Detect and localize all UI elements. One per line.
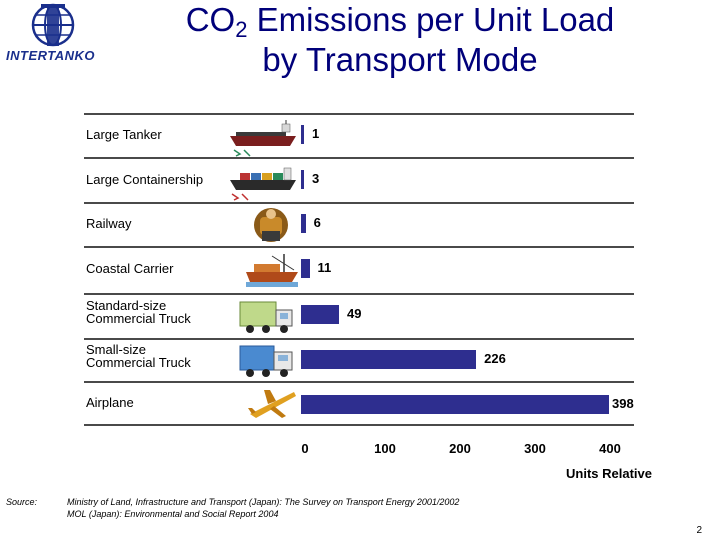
category-label-line: Coastal Carrier bbox=[86, 261, 174, 276]
x-axis-label: Units Relative bbox=[566, 466, 652, 481]
category-label-line: Large Containership bbox=[86, 172, 204, 187]
bar-value-label: 1 bbox=[312, 126, 320, 141]
bar bbox=[301, 214, 306, 233]
title-line2: by Transport Mode bbox=[262, 41, 538, 78]
category-label: Airplane bbox=[86, 396, 134, 409]
x-tick-label: 100 bbox=[374, 441, 396, 456]
category-label: Coastal Carrier bbox=[86, 262, 173, 275]
bar bbox=[301, 350, 477, 369]
bar-value-label: 398 bbox=[612, 396, 634, 411]
bar bbox=[301, 395, 610, 414]
row-separator bbox=[84, 424, 634, 426]
row-separator bbox=[84, 202, 634, 204]
bar bbox=[301, 125, 304, 144]
category-label: Standard-size Commercial Truck bbox=[86, 299, 191, 325]
coastal-carrier-icon bbox=[246, 254, 298, 287]
x-tick-label: 0 bbox=[301, 441, 309, 456]
page-title: CO2 Emissions per Unit Load by Transport… bbox=[150, 0, 650, 80]
header-band bbox=[118, 0, 720, 84]
bar-value-label: 3 bbox=[312, 171, 320, 186]
bar-value-label: 6 bbox=[313, 215, 321, 230]
category-label: Large Containership bbox=[86, 173, 203, 186]
bar bbox=[301, 170, 304, 189]
category-label-line: Airplane bbox=[86, 395, 134, 410]
source-line: Ministry of Land, Infrastructure and Tra… bbox=[67, 497, 460, 507]
bar bbox=[301, 305, 339, 324]
category-label: Small-size Commercial Truck bbox=[86, 343, 191, 369]
container-ship-icon bbox=[230, 167, 296, 201]
bar-value-label: 11 bbox=[317, 260, 332, 275]
row-separator bbox=[84, 381, 634, 383]
truck-icon bbox=[239, 301, 293, 333]
title-rest: Emissions per Unit Load bbox=[247, 1, 615, 38]
category-label-line: Small-size bbox=[86, 342, 146, 357]
row-separator bbox=[84, 338, 634, 340]
page-number: 2 bbox=[696, 525, 702, 536]
x-tick-label: 400 bbox=[599, 441, 621, 456]
category-label-line: Commercial Truck bbox=[86, 311, 191, 326]
category-label: Railway bbox=[86, 217, 132, 230]
title-subscript: 2 bbox=[235, 17, 248, 42]
category-label-line: Large Tanker bbox=[86, 127, 162, 142]
title-main: CO bbox=[185, 1, 236, 38]
category-label: Large Tanker bbox=[86, 128, 162, 141]
source-line: MOL (Japan): Environmental and Social Re… bbox=[67, 509, 279, 519]
logo-text: INTERTANKO bbox=[6, 48, 96, 63]
airplane-icon bbox=[248, 390, 296, 418]
category-label-line: Commercial Truck bbox=[86, 355, 191, 370]
left-band bbox=[0, 0, 118, 540]
globe-logo-icon bbox=[31, 3, 75, 47]
row-separator bbox=[84, 293, 634, 295]
row-separator bbox=[84, 246, 634, 248]
source-label: Source: bbox=[6, 497, 38, 507]
category-label-line: Railway bbox=[86, 216, 132, 231]
x-tick-label: 300 bbox=[524, 441, 546, 456]
x-tick-label: 200 bbox=[449, 441, 471, 456]
row-separator bbox=[84, 157, 634, 159]
bar-value-label: 49 bbox=[346, 306, 362, 321]
bar-value-label: 226 bbox=[484, 351, 506, 366]
small-truck-icon bbox=[239, 345, 293, 377]
logo: INTERTANKO bbox=[0, 0, 118, 78]
row-separator bbox=[84, 113, 634, 115]
bar bbox=[301, 259, 310, 278]
tanker-ship-icon bbox=[230, 120, 296, 157]
category-label-line: Standard-size bbox=[86, 298, 167, 313]
railway-worker-icon bbox=[254, 208, 288, 242]
